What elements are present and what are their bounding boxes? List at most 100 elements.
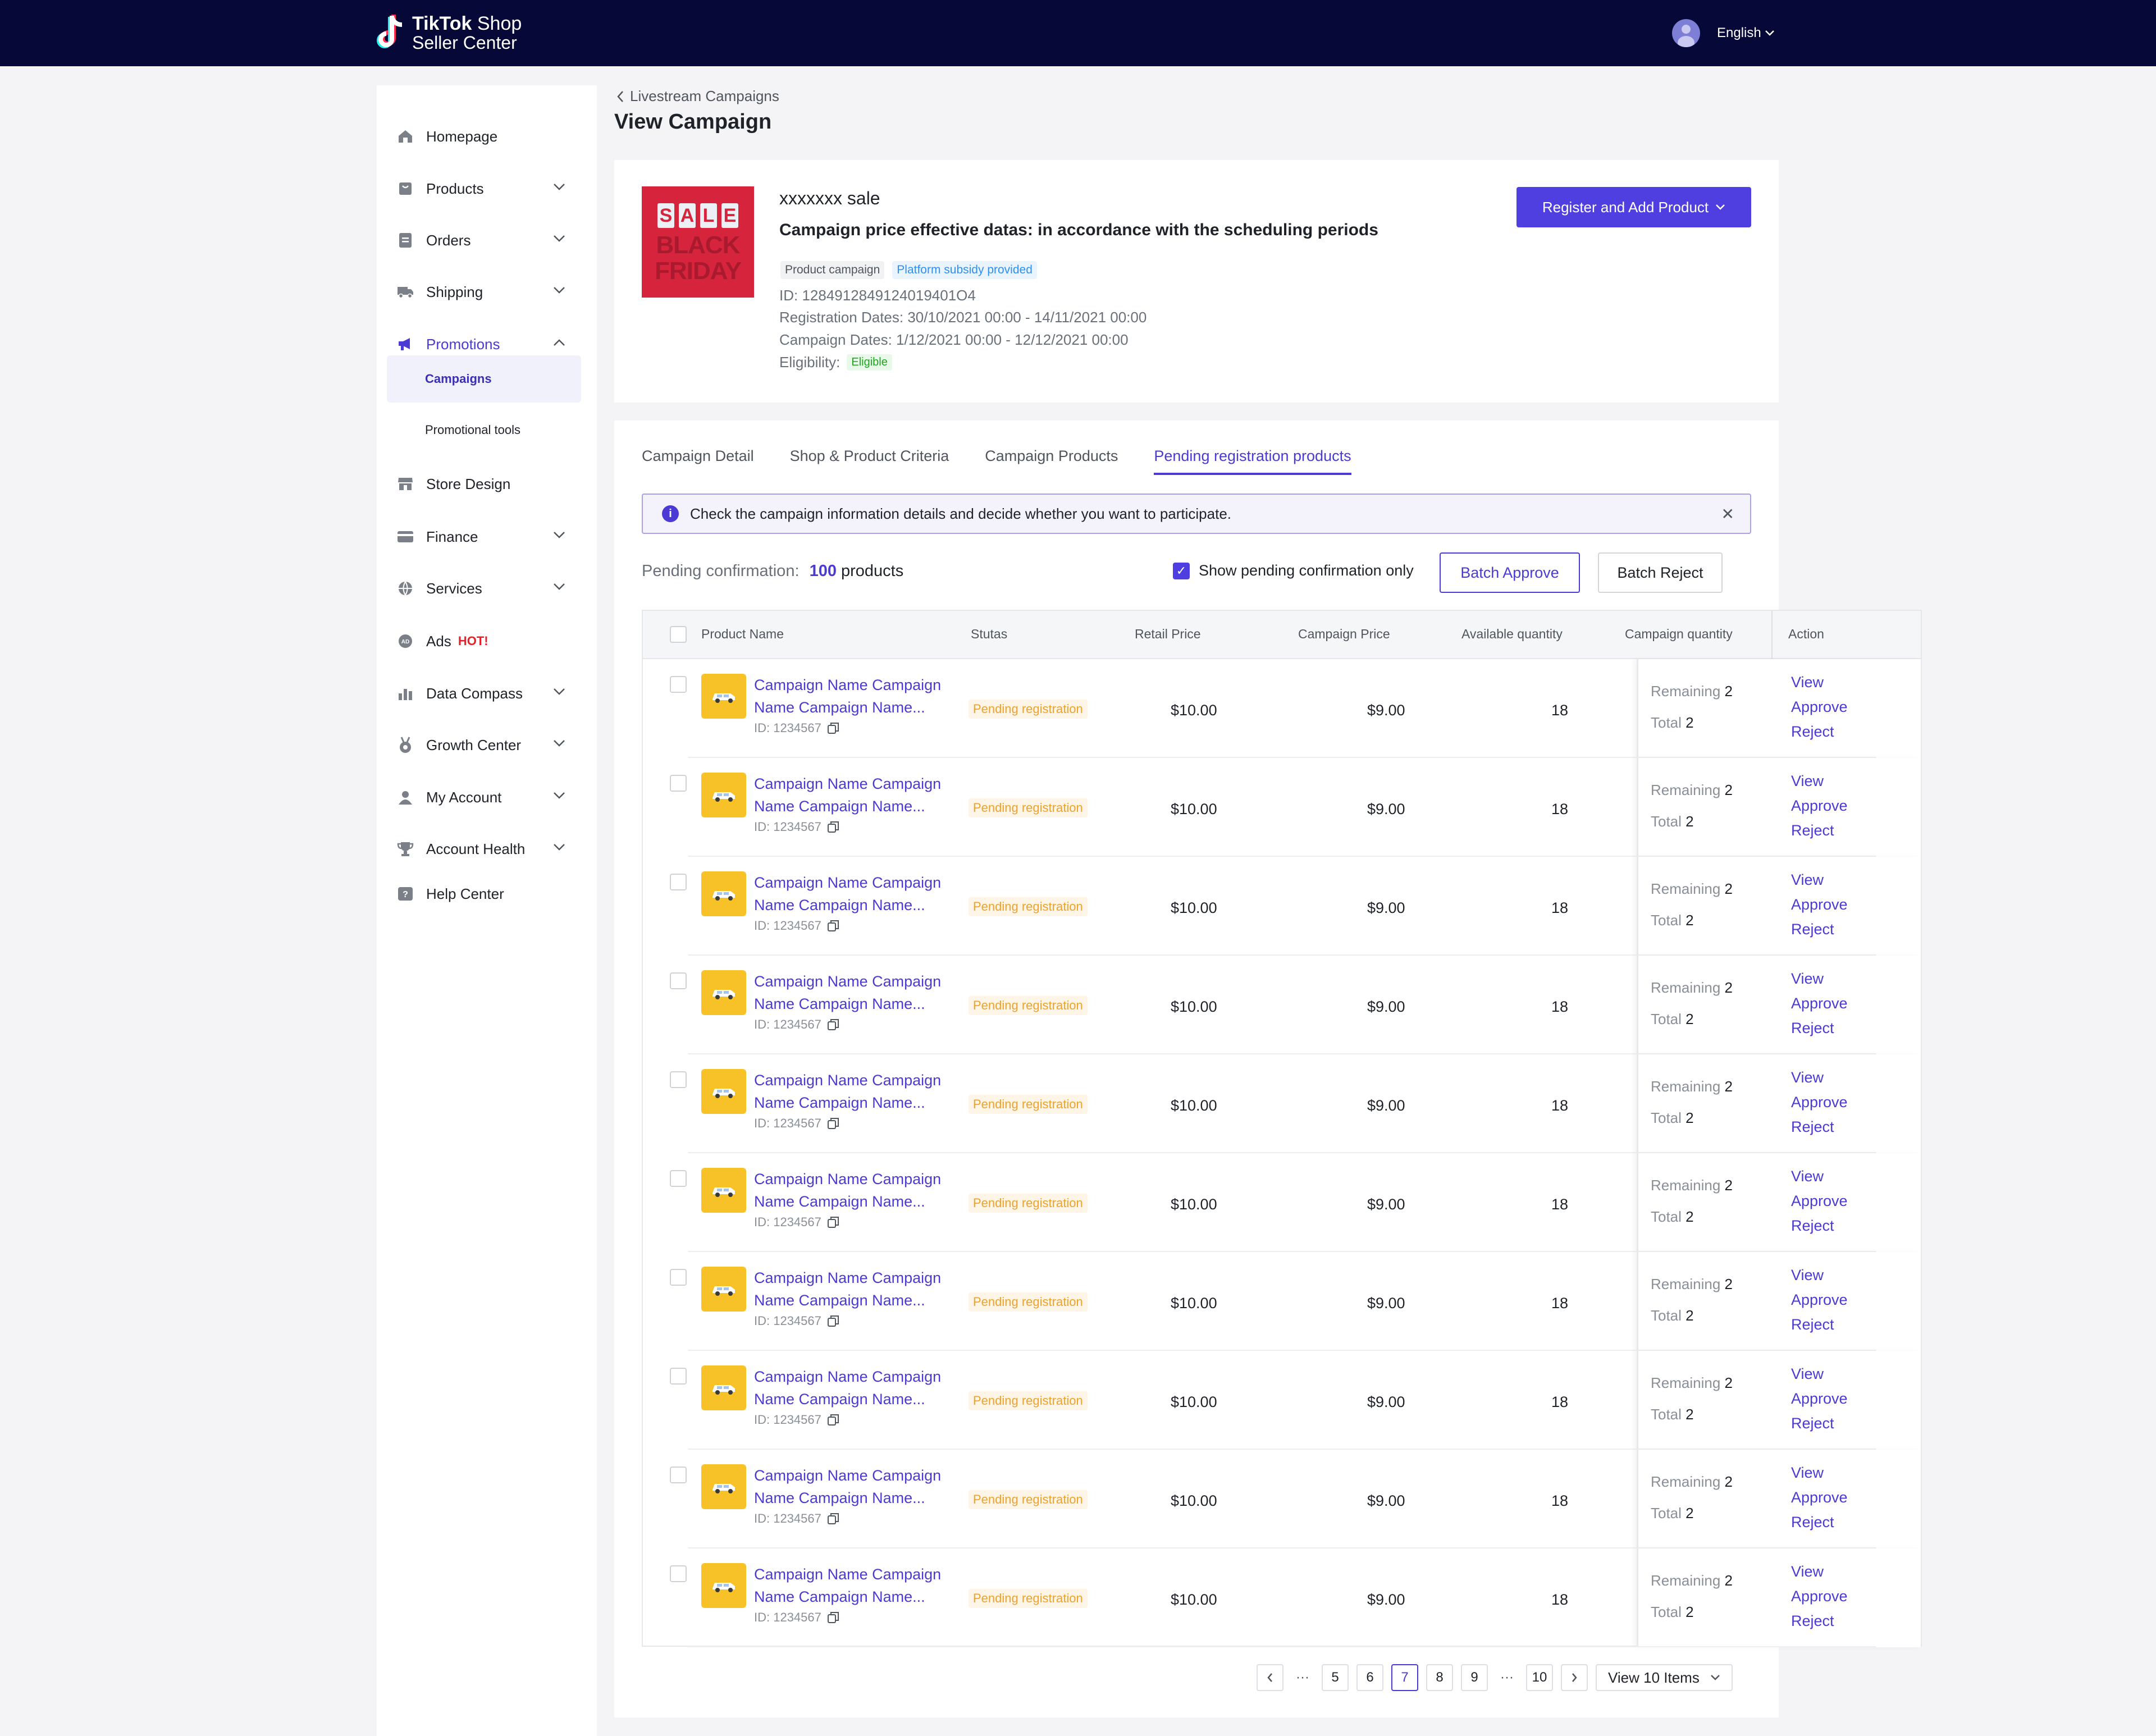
reject-link[interactable]: Reject xyxy=(1791,921,1834,938)
sidebar-item-promotions[interactable]: Promotions xyxy=(377,327,597,361)
reject-link[interactable]: Reject xyxy=(1791,1316,1834,1333)
copy-icon[interactable] xyxy=(827,1117,839,1130)
row-checkbox[interactable] xyxy=(670,1071,687,1088)
reject-link[interactable]: Reject xyxy=(1791,1415,1834,1432)
page-button[interactable]: 5 xyxy=(1322,1664,1349,1691)
reject-link[interactable]: Reject xyxy=(1791,1217,1834,1234)
show-pending-only-toggle[interactable]: ✓ Show pending confirmation only xyxy=(1173,562,1414,579)
product-name-link[interactable]: Campaign Name Campaign Name Campaign Name… xyxy=(754,674,962,719)
approve-link[interactable]: Approve xyxy=(1791,1291,1848,1308)
copy-icon[interactable] xyxy=(827,1611,839,1624)
approve-link[interactable]: Approve xyxy=(1791,1489,1848,1506)
copy-icon[interactable] xyxy=(827,1513,839,1525)
tab-campaign-detail[interactable]: Campaign Detail xyxy=(642,447,754,464)
sidebar-item-ads[interactable]: AD Ads HOT! xyxy=(377,624,597,658)
product-name-link[interactable]: Campaign Name Campaign Name Campaign Name… xyxy=(754,1563,962,1608)
reject-link[interactable]: Reject xyxy=(1791,822,1834,839)
product-name-link[interactable]: Campaign Name Campaign Name Campaign Name… xyxy=(754,1069,962,1114)
avatar[interactable] xyxy=(1672,19,1700,47)
approve-link[interactable]: Approve xyxy=(1791,1390,1848,1407)
product-name-link[interactable]: Campaign Name Campaign Name Campaign Name… xyxy=(754,871,962,916)
product-name-link[interactable]: Campaign Name Campaign Name Campaign Name… xyxy=(754,773,962,817)
sidebar-item-account-health[interactable]: Account Health xyxy=(377,832,597,866)
breadcrumb[interactable]: Livestream Campaigns xyxy=(616,88,779,105)
breadcrumb-link[interactable]: Livestream Campaigns xyxy=(630,88,779,104)
batch-approve-button[interactable]: Batch Approve xyxy=(1440,552,1580,593)
pagination-ellipsis[interactable]: ··· xyxy=(1296,1670,1309,1685)
row-checkbox[interactable] xyxy=(670,1467,687,1483)
copy-icon[interactable] xyxy=(827,1315,839,1327)
view-link[interactable]: View xyxy=(1791,871,1824,888)
sidebar-subitem-campaigns[interactable]: Campaigns xyxy=(387,355,581,403)
sidebar-item-help-center[interactable]: ? Help Center xyxy=(377,877,597,911)
page-button[interactable]: 8 xyxy=(1426,1664,1453,1691)
approve-link[interactable]: Approve xyxy=(1791,896,1848,913)
page-button[interactable]: 9 xyxy=(1461,1664,1488,1691)
sidebar-item-finance[interactable]: Finance xyxy=(377,520,597,554)
batch-reject-button[interactable]: Batch Reject xyxy=(1598,552,1723,593)
tab-shop-product-criteria[interactable]: Shop & Product Criteria xyxy=(789,447,949,464)
approve-link[interactable]: Approve xyxy=(1791,1094,1848,1111)
approve-link[interactable]: Approve xyxy=(1791,797,1848,814)
view-link[interactable]: View xyxy=(1791,674,1824,691)
page-button[interactable]: 6 xyxy=(1356,1664,1383,1691)
sidebar-item-services[interactable]: Services xyxy=(377,572,597,605)
prev-page-button[interactable] xyxy=(1257,1664,1283,1691)
page-button-last[interactable]: 10 xyxy=(1526,1664,1553,1691)
view-link[interactable]: View xyxy=(1791,1168,1824,1185)
sidebar-item-store-design[interactable]: Store Design xyxy=(377,467,597,501)
reject-link[interactable]: Reject xyxy=(1791,1118,1834,1135)
view-link[interactable]: View xyxy=(1791,1267,1824,1283)
copy-icon[interactable] xyxy=(827,1018,839,1031)
row-checkbox[interactable] xyxy=(670,874,687,890)
row-checkbox[interactable] xyxy=(670,1170,687,1187)
copy-icon[interactable] xyxy=(827,1414,839,1426)
pagination-ellipsis[interactable]: ··· xyxy=(1500,1670,1514,1685)
product-name-link[interactable]: Campaign Name Campaign Name Campaign Name… xyxy=(754,1168,962,1213)
reject-link[interactable]: Reject xyxy=(1791,1612,1834,1629)
row-checkbox[interactable] xyxy=(670,1565,687,1582)
approve-link[interactable]: Approve xyxy=(1791,1588,1848,1605)
page-button-current[interactable]: 7 xyxy=(1391,1664,1418,1691)
copy-icon[interactable] xyxy=(827,920,839,932)
language-select[interactable]: English xyxy=(1717,25,1775,41)
view-link[interactable]: View xyxy=(1791,773,1824,789)
copy-icon[interactable] xyxy=(827,1216,839,1228)
row-checkbox[interactable] xyxy=(670,676,687,693)
sidebar-item-homepage[interactable]: Homepage xyxy=(377,120,597,153)
view-link[interactable]: View xyxy=(1791,1563,1824,1580)
register-add-product-button[interactable]: Register and Add Product xyxy=(1516,187,1751,227)
view-link[interactable]: View xyxy=(1791,1365,1824,1382)
approve-link[interactable]: Approve xyxy=(1791,995,1848,1012)
view-link[interactable]: View xyxy=(1791,1464,1824,1481)
tab-campaign-products[interactable]: Campaign Products xyxy=(985,447,1118,464)
select-all-checkbox[interactable] xyxy=(670,626,687,643)
next-page-button[interactable] xyxy=(1561,1664,1588,1691)
tiktok-shop-logo[interactable]: TikTok Shop Seller Center xyxy=(375,13,522,53)
approve-link[interactable]: Approve xyxy=(1791,1193,1848,1209)
sidebar-item-data-compass[interactable]: Data Compass xyxy=(377,677,597,710)
copy-icon[interactable] xyxy=(827,821,839,833)
row-checkbox[interactable] xyxy=(670,972,687,989)
reject-link[interactable]: Reject xyxy=(1791,1514,1834,1531)
row-checkbox[interactable] xyxy=(670,1269,687,1286)
view-link[interactable]: View xyxy=(1791,970,1824,987)
product-name-link[interactable]: Campaign Name Campaign Name Campaign Name… xyxy=(754,1365,962,1410)
view-link[interactable]: View xyxy=(1791,1069,1824,1086)
sidebar-item-products[interactable]: Products xyxy=(377,172,597,205)
row-checkbox[interactable] xyxy=(670,775,687,792)
approve-link[interactable]: Approve xyxy=(1791,698,1848,715)
product-name-link[interactable]: Campaign Name Campaign Name Campaign Name… xyxy=(754,1267,962,1312)
sidebar-item-my-account[interactable]: My Account xyxy=(377,780,597,814)
close-icon[interactable]: ✕ xyxy=(1721,505,1734,523)
sidebar-item-growth-center[interactable]: Growth Center xyxy=(377,728,597,762)
page-size-select[interactable]: View 10 Items xyxy=(1596,1664,1733,1691)
sidebar-subitem-promotional-tools[interactable]: Promotional tools xyxy=(425,423,520,437)
tab-pending-registration-products[interactable]: Pending registration products xyxy=(1154,447,1351,475)
product-name-link[interactable]: Campaign Name Campaign Name Campaign Name… xyxy=(754,1464,962,1509)
row-checkbox[interactable] xyxy=(670,1368,687,1385)
sidebar-item-orders[interactable]: Orders xyxy=(377,223,597,257)
checkbox-checked-icon[interactable]: ✓ xyxy=(1173,562,1190,579)
product-name-link[interactable]: Campaign Name Campaign Name Campaign Name… xyxy=(754,970,962,1015)
reject-link[interactable]: Reject xyxy=(1791,723,1834,740)
